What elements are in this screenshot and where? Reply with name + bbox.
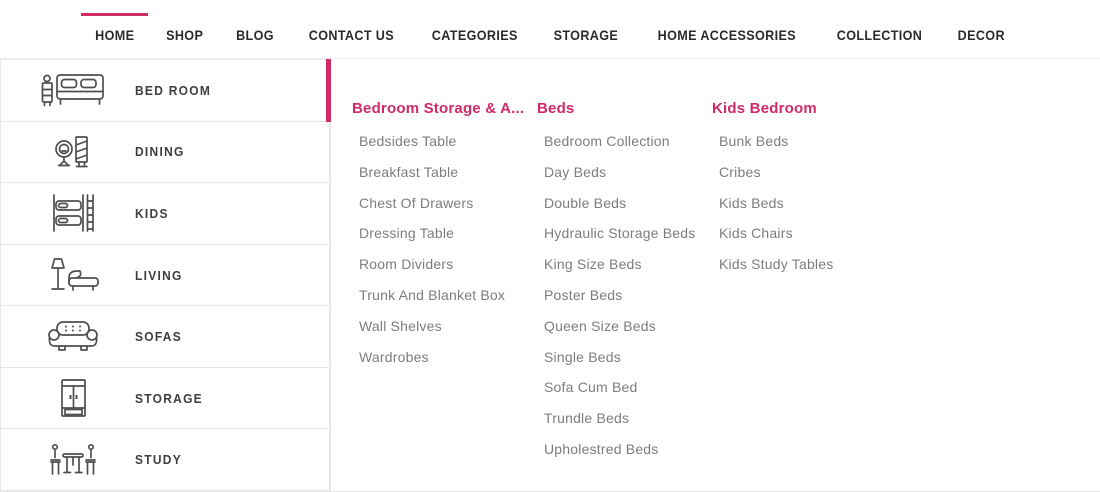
sidebar-item-label: SOFAS <box>135 329 182 345</box>
column-link-list: Bunk Beds Cribes Kids Beds Kids Chairs K… <box>712 126 912 280</box>
sidebar-item-kids[interactable]: KIDS <box>0 182 330 245</box>
column-heading-beds[interactable]: Beds <box>537 100 575 117</box>
nav-item-collection[interactable]: COLLECTION <box>836 27 922 43</box>
sidebar-item-label: STUDY <box>135 452 182 468</box>
bunk-bed-icon <box>39 193 107 233</box>
menu-link-room-dividers[interactable]: Room Dividers <box>359 256 454 273</box>
menu-link-kids-study-tables[interactable]: Kids Study Tables <box>719 256 834 273</box>
sidebar-item-label: STORAGE <box>135 390 203 406</box>
study-table-chairs-icon <box>39 441 107 479</box>
menu-link-single-beds[interactable]: Single Beds <box>544 348 621 365</box>
megamenu-column-kids-bedroom: Kids Bedroom Bunk Beds Cribes Kids Beds … <box>712 100 912 491</box>
category-sidebar: BED ROOM DINING <box>0 59 331 492</box>
nav-item-contact-us[interactable]: CONTACT US <box>308 27 394 43</box>
floor-lamp-chaise-icon <box>39 255 107 295</box>
nav-item-storage[interactable]: STORAGE <box>553 27 619 43</box>
menu-link-hydraulic-storage-beds[interactable]: Hydraulic Storage Beds <box>544 225 696 242</box>
menu-link-bunk-beds[interactable]: Bunk Beds <box>719 133 789 149</box>
active-category-indicator <box>326 59 331 122</box>
sidebar-item-study[interactable]: STUDY <box>0 428 330 492</box>
nav-item-home-accessories[interactable]: HOME ACCESSORIES <box>657 27 796 43</box>
menu-link-wall-shelves[interactable]: Wall Shelves <box>359 317 442 334</box>
nav-item-decor[interactable]: DECOR <box>957 27 1005 43</box>
menu-link-double-beds[interactable]: Double Beds <box>544 194 627 211</box>
column-heading-kids-bedroom[interactable]: Kids Bedroom <box>712 100 817 117</box>
menu-link-dressing-table[interactable]: Dressing Table <box>359 225 455 242</box>
sidebar-item-sofas[interactable]: SOFAS <box>0 305 330 368</box>
menu-link-upholestred-beds[interactable]: Upholestred Beds <box>544 440 659 457</box>
sidebar-item-label: KIDS <box>135 205 169 221</box>
menu-link-wardrobes[interactable]: Wardrobes <box>359 348 429 365</box>
menu-link-poster-beds[interactable]: Poster Beds <box>544 286 623 303</box>
nav-item-home[interactable]: HOME <box>80 13 149 51</box>
menu-link-chest-of-drawers[interactable]: Chest Of Drawers <box>359 194 474 211</box>
menu-link-sofa-cum-bed[interactable]: Sofa Cum Bed <box>544 379 638 396</box>
wardrobe-icon <box>39 378 107 418</box>
sofa-icon <box>39 320 107 354</box>
nav-item-shop[interactable]: SHOP <box>166 27 204 43</box>
sidebar-item-label: LIVING <box>135 267 183 283</box>
sidebar-item-label: DINING <box>135 144 185 160</box>
menu-link-trunk-and-blanket-box[interactable]: Trunk And Blanket Box <box>359 286 506 303</box>
menu-link-bedroom-collection[interactable]: Bedroom Collection <box>544 133 670 149</box>
sidebar-item-label: BED ROOM <box>135 82 212 98</box>
menu-link-kids-chairs[interactable]: Kids Chairs <box>719 225 793 242</box>
menu-link-trundle-beds[interactable]: Trundle Beds <box>544 410 630 427</box>
menu-link-queen-size-beds[interactable]: Queen Size Beds <box>544 317 656 334</box>
menu-link-breakfast-table[interactable]: Breakfast Table <box>359 163 459 180</box>
megamenu-column-bedroom-storage: Bedroom Storage & A... Bedsides Table Br… <box>352 100 537 491</box>
menu-link-king-size-beds[interactable]: King Size Beds <box>544 256 642 273</box>
nav-item-blog[interactable]: BLOG <box>235 27 274 43</box>
menu-link-day-beds[interactable]: Day Beds <box>544 163 607 180</box>
sidebar-item-living[interactable]: LIVING <box>0 243 330 307</box>
sidebar-item-storage[interactable]: STORAGE <box>0 366 330 430</box>
nav-item-categories[interactable]: CATEGORIES <box>431 27 518 43</box>
top-navigation: HOME SHOP BLOG CONTACT US CATEGORIES STO… <box>0 0 1100 58</box>
bed-icon <box>39 71 107 109</box>
menu-link-bedsides-table[interactable]: Bedsides Table <box>359 133 457 149</box>
dropdown-content: BED ROOM DINING <box>0 58 1100 492</box>
dining-mirror-cabinet-icon <box>39 132 107 172</box>
column-link-list: Bedsides Table Breakfast Table Chest Of … <box>352 126 537 372</box>
column-heading-bedroom-storage[interactable]: Bedroom Storage & A... <box>352 100 525 117</box>
menu-link-kids-beds[interactable]: Kids Beds <box>719 194 784 211</box>
sidebar-item-bed-room[interactable]: BED ROOM <box>0 59 331 122</box>
megamenu-panel: Bedroom Storage & A... Bedsides Table Br… <box>330 59 1100 491</box>
megamenu-column-beds: Beds Bedroom Collection Day Beds Double … <box>537 100 712 491</box>
column-link-list: Bedroom Collection Day Beds Double Beds … <box>537 126 712 465</box>
sidebar-item-dining[interactable]: DINING <box>0 120 330 184</box>
menu-link-cribes[interactable]: Cribes <box>719 163 761 180</box>
